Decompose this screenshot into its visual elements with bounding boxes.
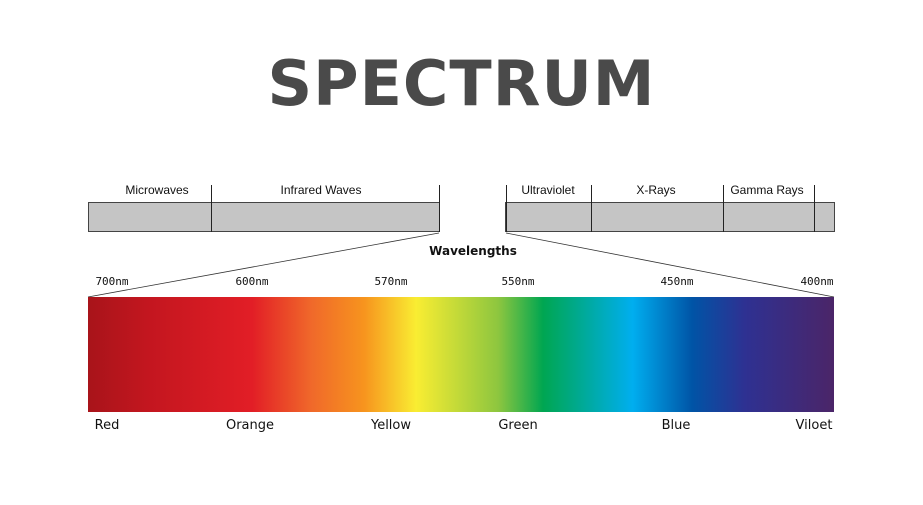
color-label-green: Green xyxy=(498,418,538,433)
band-divider xyxy=(591,185,592,232)
wavelength-tick: 570nm xyxy=(374,275,408,288)
color-label-blue: Blue xyxy=(661,418,691,433)
band-divider xyxy=(723,185,724,232)
band-label-xrays: X-Rays xyxy=(636,183,676,197)
visible-spectrum-bar xyxy=(88,297,834,412)
band-divider xyxy=(506,185,507,232)
band-divider xyxy=(814,185,815,232)
band-label-gamma: Gamma Rays xyxy=(730,183,804,197)
wavelength-tick: 400nm xyxy=(800,275,834,288)
band-right xyxy=(505,202,835,232)
wavelength-tick: 600nm xyxy=(235,275,269,288)
color-label-yellow: Yellow xyxy=(370,418,412,433)
band-left xyxy=(88,202,440,232)
band-label-ultraviolet: Ultraviolet xyxy=(521,183,575,197)
page-title: SPECTRUM xyxy=(267,47,656,120)
connector-line-left xyxy=(87,232,440,298)
wavelength-tick: 450nm xyxy=(660,275,694,288)
band-divider xyxy=(211,185,212,232)
color-label-orange: Orange xyxy=(225,418,275,433)
wavelengths-heading: Wavelengths xyxy=(429,244,517,258)
band-label-microwaves: Microwaves xyxy=(125,183,189,197)
wavelength-tick: 550nm xyxy=(501,275,535,288)
color-label-red: Red xyxy=(94,418,120,433)
band-label-infrared: Infrared Waves xyxy=(280,183,362,197)
band-divider xyxy=(439,185,440,232)
connector-line-right xyxy=(505,232,835,298)
wavelength-tick: 700nm xyxy=(95,275,129,288)
color-label-violet: Viloet xyxy=(795,418,833,433)
